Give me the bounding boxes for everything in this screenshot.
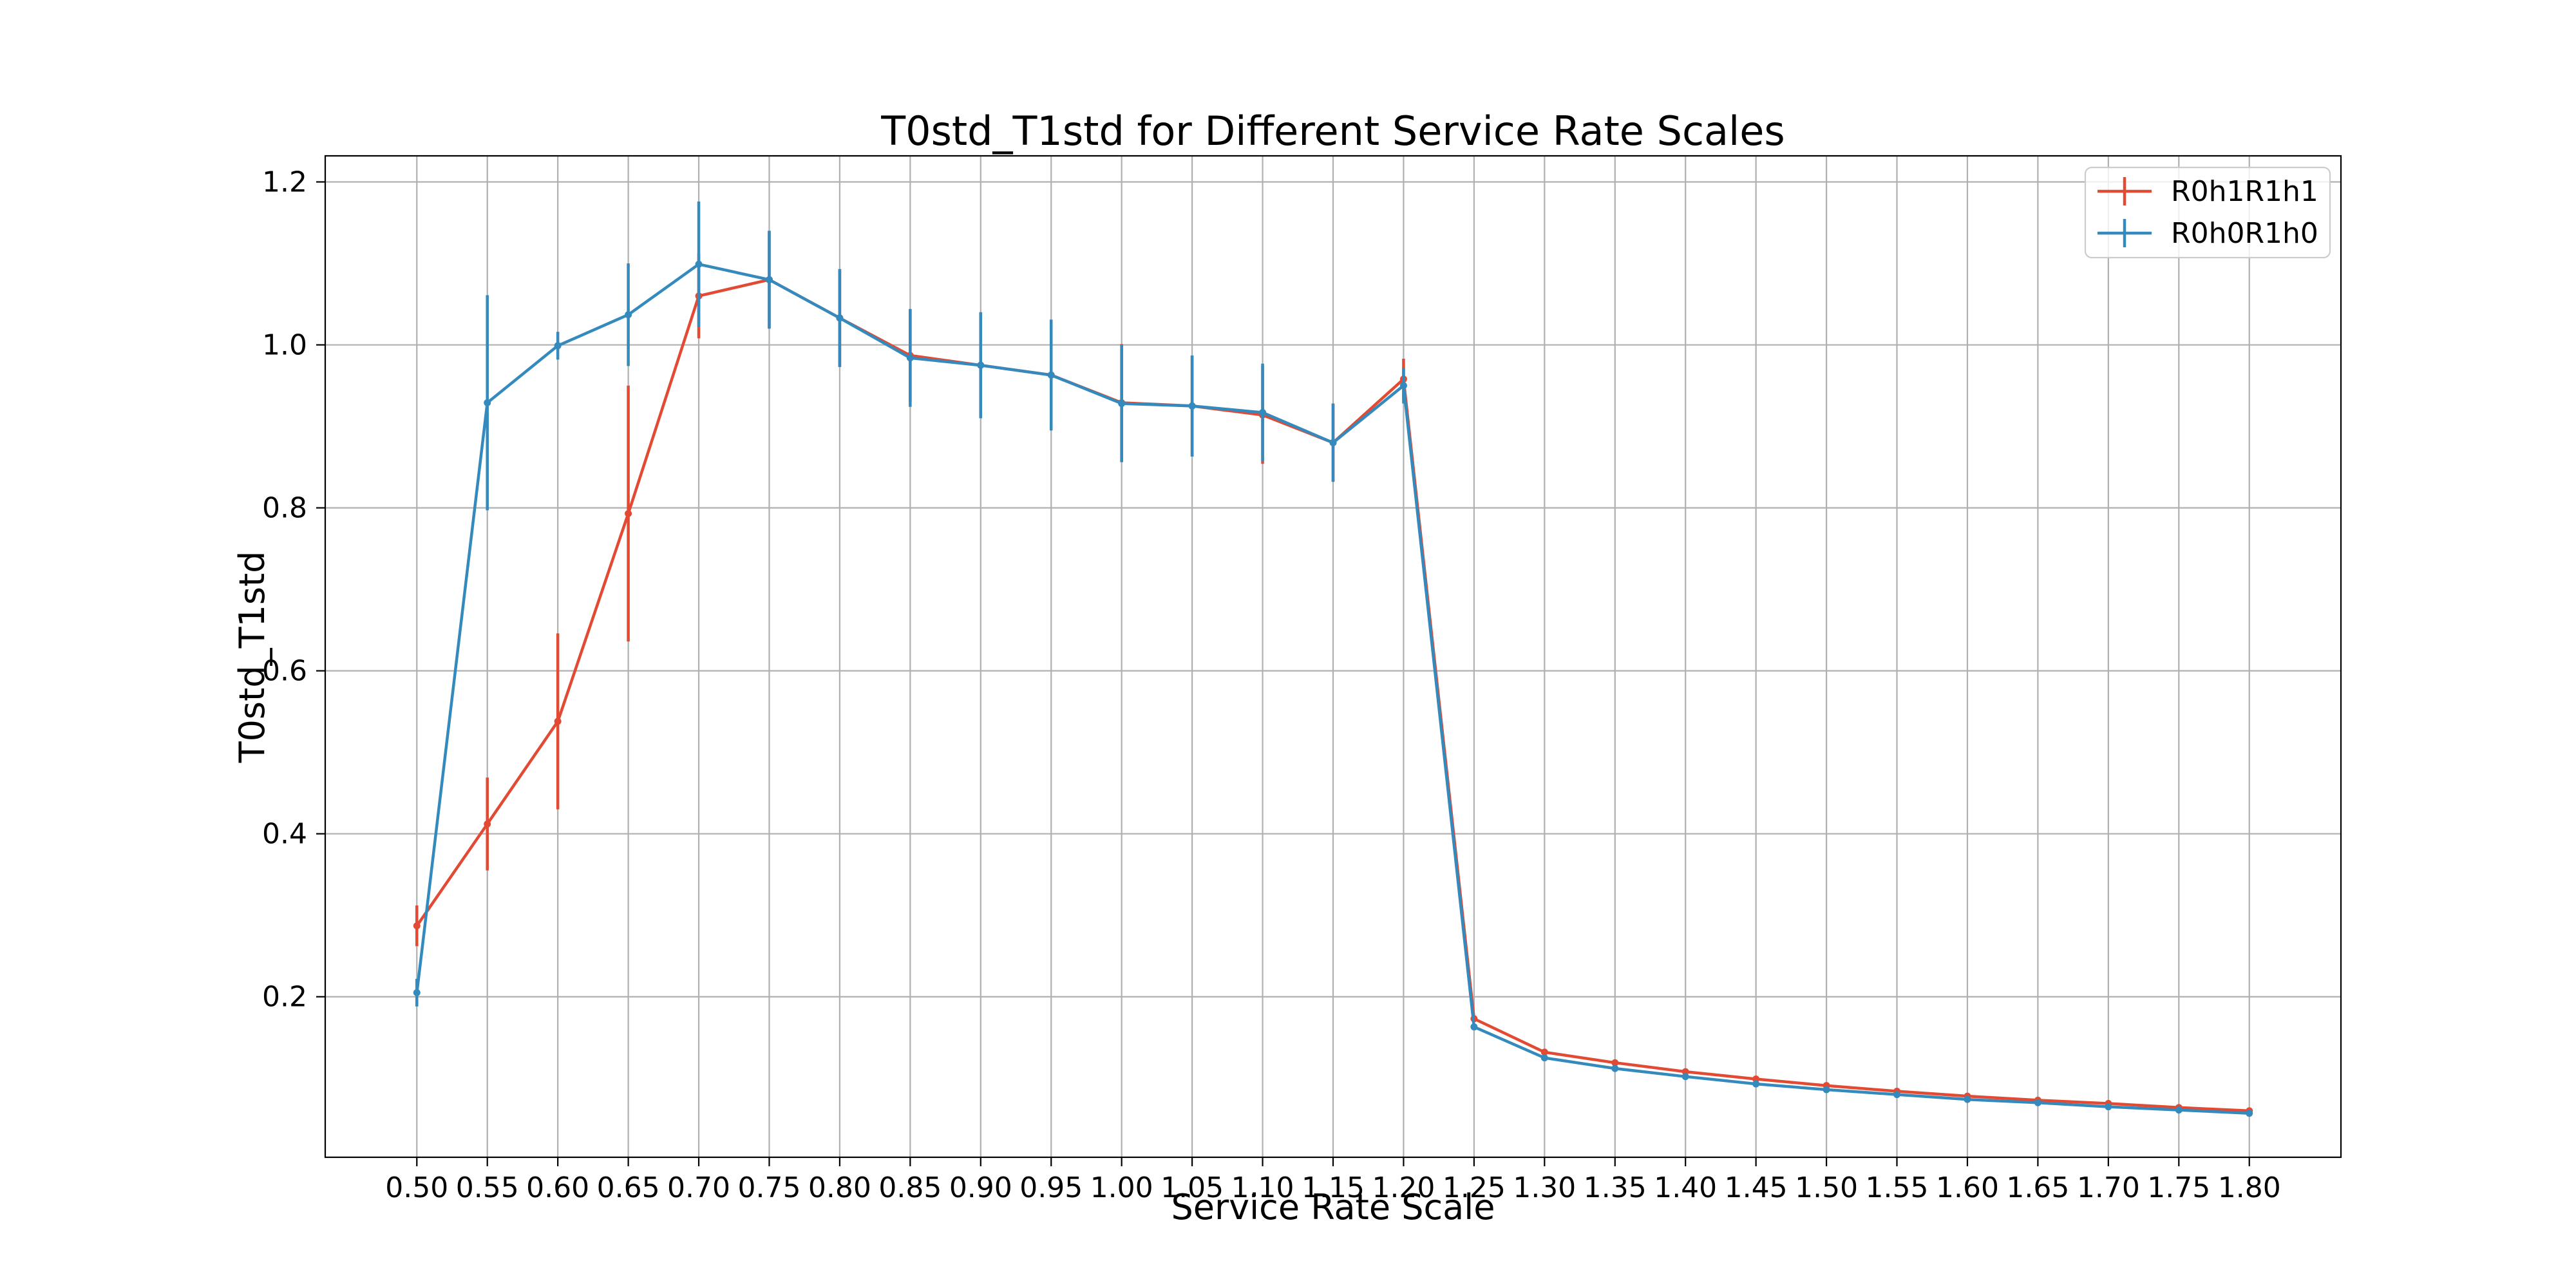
- data-point: [2175, 1106, 2183, 1114]
- tick-layer: 0.50 0.55 0.60 0.65 0.70 0.75 0.80 0.85 0.90 0.95…: [262, 166, 2281, 1204]
- data-point: [695, 260, 703, 268]
- x-tick-label: 1.15: [1302, 1171, 1365, 1204]
- y-axis-label: T0std_T1std: [232, 551, 272, 764]
- data-point: [1118, 400, 1126, 408]
- data-point: [1611, 1065, 1619, 1072]
- y-tick-label: 0.8: [262, 492, 307, 525]
- x-tick-label: 1.75: [2147, 1171, 2210, 1204]
- data-point: [2246, 1110, 2253, 1117]
- x-tick-label: 1.40: [1654, 1171, 1717, 1204]
- x-tick-label: 1.60: [1936, 1171, 1999, 1204]
- x-tick-label: 1.20: [1372, 1171, 1435, 1204]
- chart-title: T0std_T1std for Different Service Rate S…: [880, 108, 1785, 155]
- x-tick-label: 0.95: [1019, 1171, 1083, 1204]
- x-tick-label: 0.90: [949, 1171, 1012, 1204]
- x-tick-label: 0.65: [597, 1171, 660, 1204]
- data-point: [1540, 1054, 1548, 1062]
- x-tick-label: 1.70: [2077, 1171, 2140, 1204]
- legend-label: R0h1R1h1: [2171, 175, 2318, 208]
- x-tick-label: 0.60: [526, 1171, 589, 1204]
- x-tick-label: 1.50: [1795, 1171, 1858, 1204]
- y-tick-label: 1.2: [262, 166, 307, 198]
- data-point: [484, 399, 491, 406]
- data-point: [413, 989, 421, 996]
- data-point: [1681, 1073, 1689, 1081]
- y-tick-label: 1.0: [262, 329, 307, 362]
- data-point: [1188, 402, 1196, 410]
- x-tick-label: 0.70: [667, 1171, 730, 1204]
- series-layer: [413, 201, 2253, 1117]
- data-point: [1399, 382, 1407, 390]
- data-point: [1893, 1091, 1901, 1099]
- data-point: [1259, 409, 1267, 417]
- x-tick-label: 0.55: [456, 1171, 519, 1204]
- data-point: [1329, 439, 1337, 446]
- data-point: [1540, 1048, 1548, 1056]
- x-axis-label: Service Rate Scale: [1171, 1187, 1495, 1227]
- legend-entry: R0h1R1h1: [2098, 175, 2318, 208]
- series-R0h0R1h0: [413, 201, 2253, 1117]
- x-tick-label: 0.50: [385, 1171, 448, 1204]
- y-tick-label: 0.2: [262, 981, 307, 1014]
- data-point: [1047, 371, 1055, 379]
- legend-entry: R0h0R1h0: [2098, 217, 2318, 250]
- data-point: [2034, 1099, 2041, 1106]
- data-point: [1752, 1075, 1760, 1083]
- data-point: [1470, 1023, 1478, 1031]
- data-point: [484, 820, 491, 828]
- x-tick-label: 1.35: [1584, 1171, 1647, 1204]
- x-tick-label: 1.25: [1443, 1171, 1506, 1204]
- y-tick-label: 0.6: [262, 655, 307, 688]
- x-tick-label: 1.80: [2218, 1171, 2281, 1204]
- x-tick-label: 1.65: [2006, 1171, 2069, 1204]
- x-tick-label: 0.85: [878, 1171, 942, 1204]
- x-tick-label: 1.30: [1513, 1171, 1576, 1204]
- data-point: [977, 361, 985, 369]
- legend: R0h1R1h1 R0h0R1h0: [2084, 166, 2331, 259]
- x-tick-label: 1.55: [1866, 1171, 1929, 1204]
- data-point: [413, 922, 421, 930]
- data-point: [765, 276, 773, 283]
- data-point: [836, 314, 844, 322]
- data-point: [1752, 1080, 1760, 1088]
- x-tick-label: 1.45: [1725, 1171, 1788, 1204]
- data-point: [554, 342, 562, 350]
- y-tick-label: 0.4: [262, 818, 307, 851]
- data-point: [906, 354, 914, 362]
- x-tick-label: 1.00: [1090, 1171, 1153, 1204]
- data-point: [1823, 1086, 1830, 1094]
- x-tick-label: 1.10: [1231, 1171, 1294, 1204]
- data-point: [2105, 1103, 2112, 1111]
- legend-label: R0h0R1h0: [2171, 217, 2318, 250]
- data-point: [1611, 1059, 1619, 1066]
- x-tick-label: 0.75: [737, 1171, 800, 1204]
- data-point: [625, 509, 632, 517]
- x-tick-label: 0.80: [808, 1171, 871, 1204]
- data-point: [554, 717, 562, 725]
- data-point: [625, 311, 632, 319]
- legend-entries: R0h1R1h1 R0h0R1h0: [2098, 175, 2318, 250]
- data-point: [1964, 1095, 1971, 1103]
- x-tick-label: 1.05: [1160, 1171, 1224, 1204]
- data-point: [1681, 1068, 1689, 1075]
